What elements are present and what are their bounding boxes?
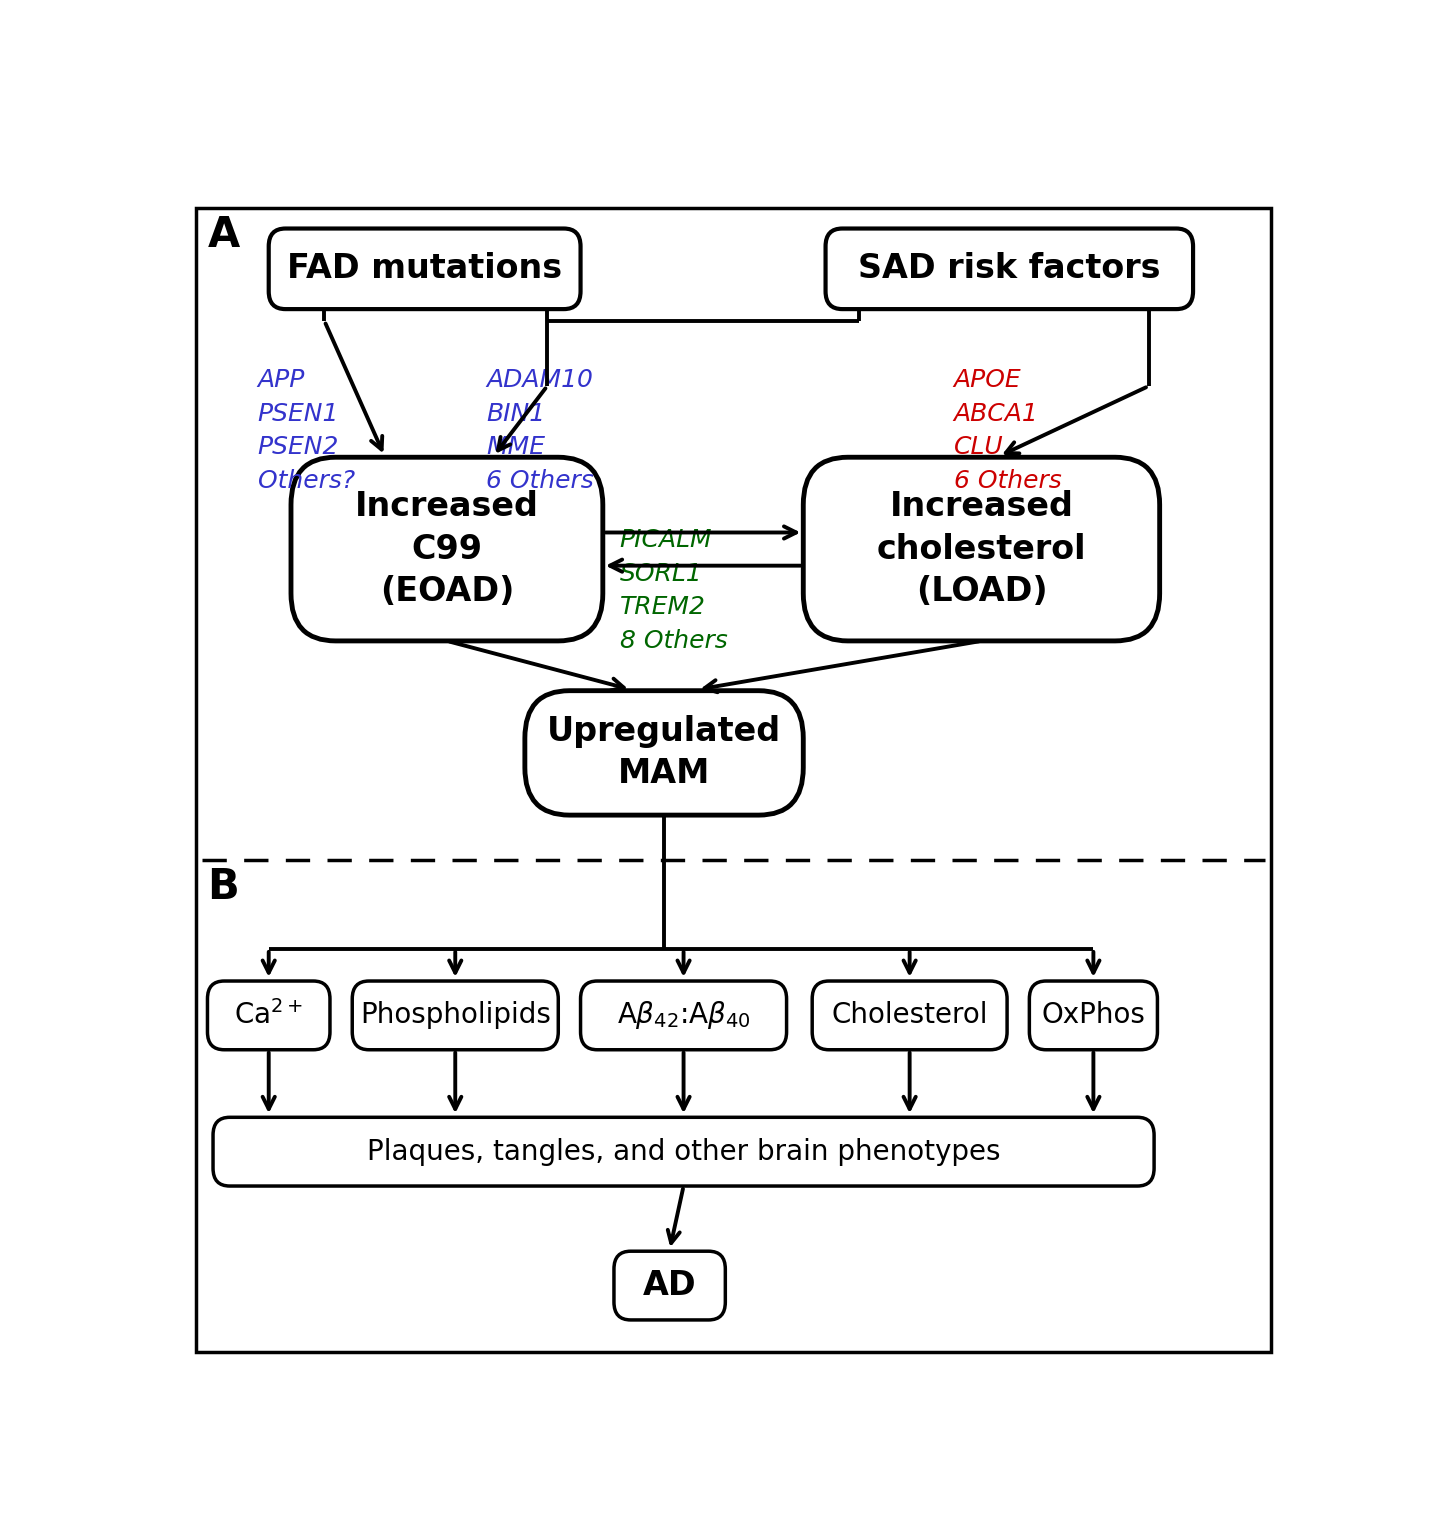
FancyBboxPatch shape xyxy=(213,1117,1154,1187)
FancyBboxPatch shape xyxy=(581,980,786,1050)
Text: OxPhos: OxPhos xyxy=(1042,1002,1145,1030)
FancyBboxPatch shape xyxy=(1029,980,1157,1050)
FancyBboxPatch shape xyxy=(290,457,604,640)
Text: A: A xyxy=(207,214,240,257)
FancyBboxPatch shape xyxy=(352,980,558,1050)
Text: FAD mutations: FAD mutations xyxy=(287,252,562,285)
Text: SAD risk factors: SAD risk factors xyxy=(858,252,1161,285)
FancyBboxPatch shape xyxy=(825,228,1193,309)
Text: Plaques, tangles, and other brain phenotypes: Plaques, tangles, and other brain phenot… xyxy=(366,1137,1000,1165)
Text: AD: AD xyxy=(642,1270,697,1302)
FancyBboxPatch shape xyxy=(269,228,581,309)
FancyBboxPatch shape xyxy=(614,1251,726,1320)
Text: Cholesterol: Cholesterol xyxy=(832,1002,987,1030)
Text: A$\beta_{42}$:A$\beta_{40}$: A$\beta_{42}$:A$\beta_{40}$ xyxy=(616,999,750,1031)
Text: APOE
ABCA1
CLU
6 Others: APOE ABCA1 CLU 6 Others xyxy=(954,368,1062,492)
Text: ADAM10
BIN1
MME
6 Others: ADAM10 BIN1 MME 6 Others xyxy=(486,368,593,492)
Text: Increased
C99
(EOAD): Increased C99 (EOAD) xyxy=(355,491,539,608)
Text: Ca$^{2+}$: Ca$^{2+}$ xyxy=(234,1000,303,1030)
Text: Phospholipids: Phospholipids xyxy=(359,1002,550,1030)
Text: Upregulated
MAM: Upregulated MAM xyxy=(547,716,782,791)
Text: APP
PSEN1
PSEN2
Others?: APP PSEN1 PSEN2 Others? xyxy=(257,368,355,492)
FancyBboxPatch shape xyxy=(525,691,803,816)
FancyBboxPatch shape xyxy=(803,457,1160,640)
FancyBboxPatch shape xyxy=(812,980,1007,1050)
FancyBboxPatch shape xyxy=(197,208,1272,1351)
Text: Increased
cholesterol
(LOAD): Increased cholesterol (LOAD) xyxy=(877,491,1086,608)
Text: PICALM
SORL1
TREM2
8 Others: PICALM SORL1 TREM2 8 Others xyxy=(619,528,727,653)
FancyBboxPatch shape xyxy=(207,980,331,1050)
Text: B: B xyxy=(207,866,239,908)
